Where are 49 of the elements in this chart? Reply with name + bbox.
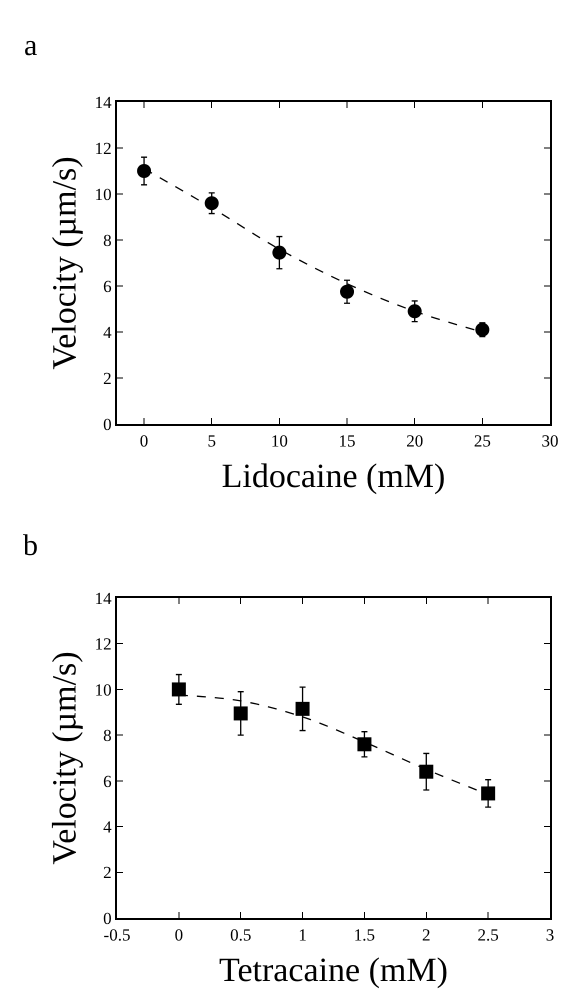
x-tick-label: 5: [207, 431, 216, 450]
point: [204, 196, 219, 210]
text: a: [24, 29, 38, 62]
point: [137, 164, 152, 178]
x-tick-label: 30: [542, 431, 558, 450]
y-tick-label: 14: [94, 92, 112, 112]
x-tick-label: 25: [474, 431, 491, 450]
y-axis-title: Velocity (µm/s): [46, 156, 84, 370]
point: [357, 737, 372, 752]
y-tick-label: 8: [103, 230, 112, 250]
x-tick-label: 15: [338, 431, 356, 450]
point: [408, 304, 422, 318]
point: [296, 702, 310, 716]
x-tick-label: 0: [174, 925, 184, 944]
y-tick-label: 10: [94, 680, 112, 700]
y-tick-label: 6: [103, 772, 112, 791]
x-axis-title: Lidocaine (mM): [222, 458, 446, 496]
point: [272, 246, 286, 260]
y-tick-label: 14: [94, 588, 112, 608]
x-tick-label: 20: [406, 431, 424, 450]
x-tick-label: 1.5: [354, 925, 376, 944]
y-tick-label: 6: [103, 276, 112, 296]
y-tick-label: 2: [103, 863, 112, 882]
point: [234, 706, 248, 720]
y-tick-label: 10: [94, 184, 112, 204]
x-tick-label: 0.5: [230, 925, 252, 944]
x-tick-label: 1: [298, 925, 307, 944]
point: [172, 682, 186, 696]
point: [340, 284, 354, 299]
y-tick-label: 2: [103, 368, 112, 388]
point: [481, 786, 496, 800]
y-tick-label: 8: [103, 726, 112, 746]
y-tick-label: 0: [103, 414, 112, 434]
x-tick-label: 3: [546, 925, 554, 944]
x-tick-label: 2.5: [478, 925, 499, 944]
y-tick-label: 12: [94, 634, 112, 654]
y-tick-label: 4: [103, 322, 112, 342]
x-tick-label: 0: [140, 431, 148, 450]
y-tick-label: 12: [94, 138, 112, 158]
text: b: [23, 529, 38, 562]
y-tick-label: 0: [103, 908, 112, 928]
y-tick-label: 4: [103, 818, 112, 837]
point: [475, 322, 490, 337]
point: [419, 764, 434, 779]
x-tick-label: -0.5: [104, 925, 130, 944]
x-axis-title: Tetracaine (mM): [219, 952, 448, 990]
x-tick-label: 10: [270, 431, 288, 450]
y-axis-title: Velocity (µm/s): [46, 651, 84, 865]
x-tick-label: 2: [422, 925, 431, 944]
